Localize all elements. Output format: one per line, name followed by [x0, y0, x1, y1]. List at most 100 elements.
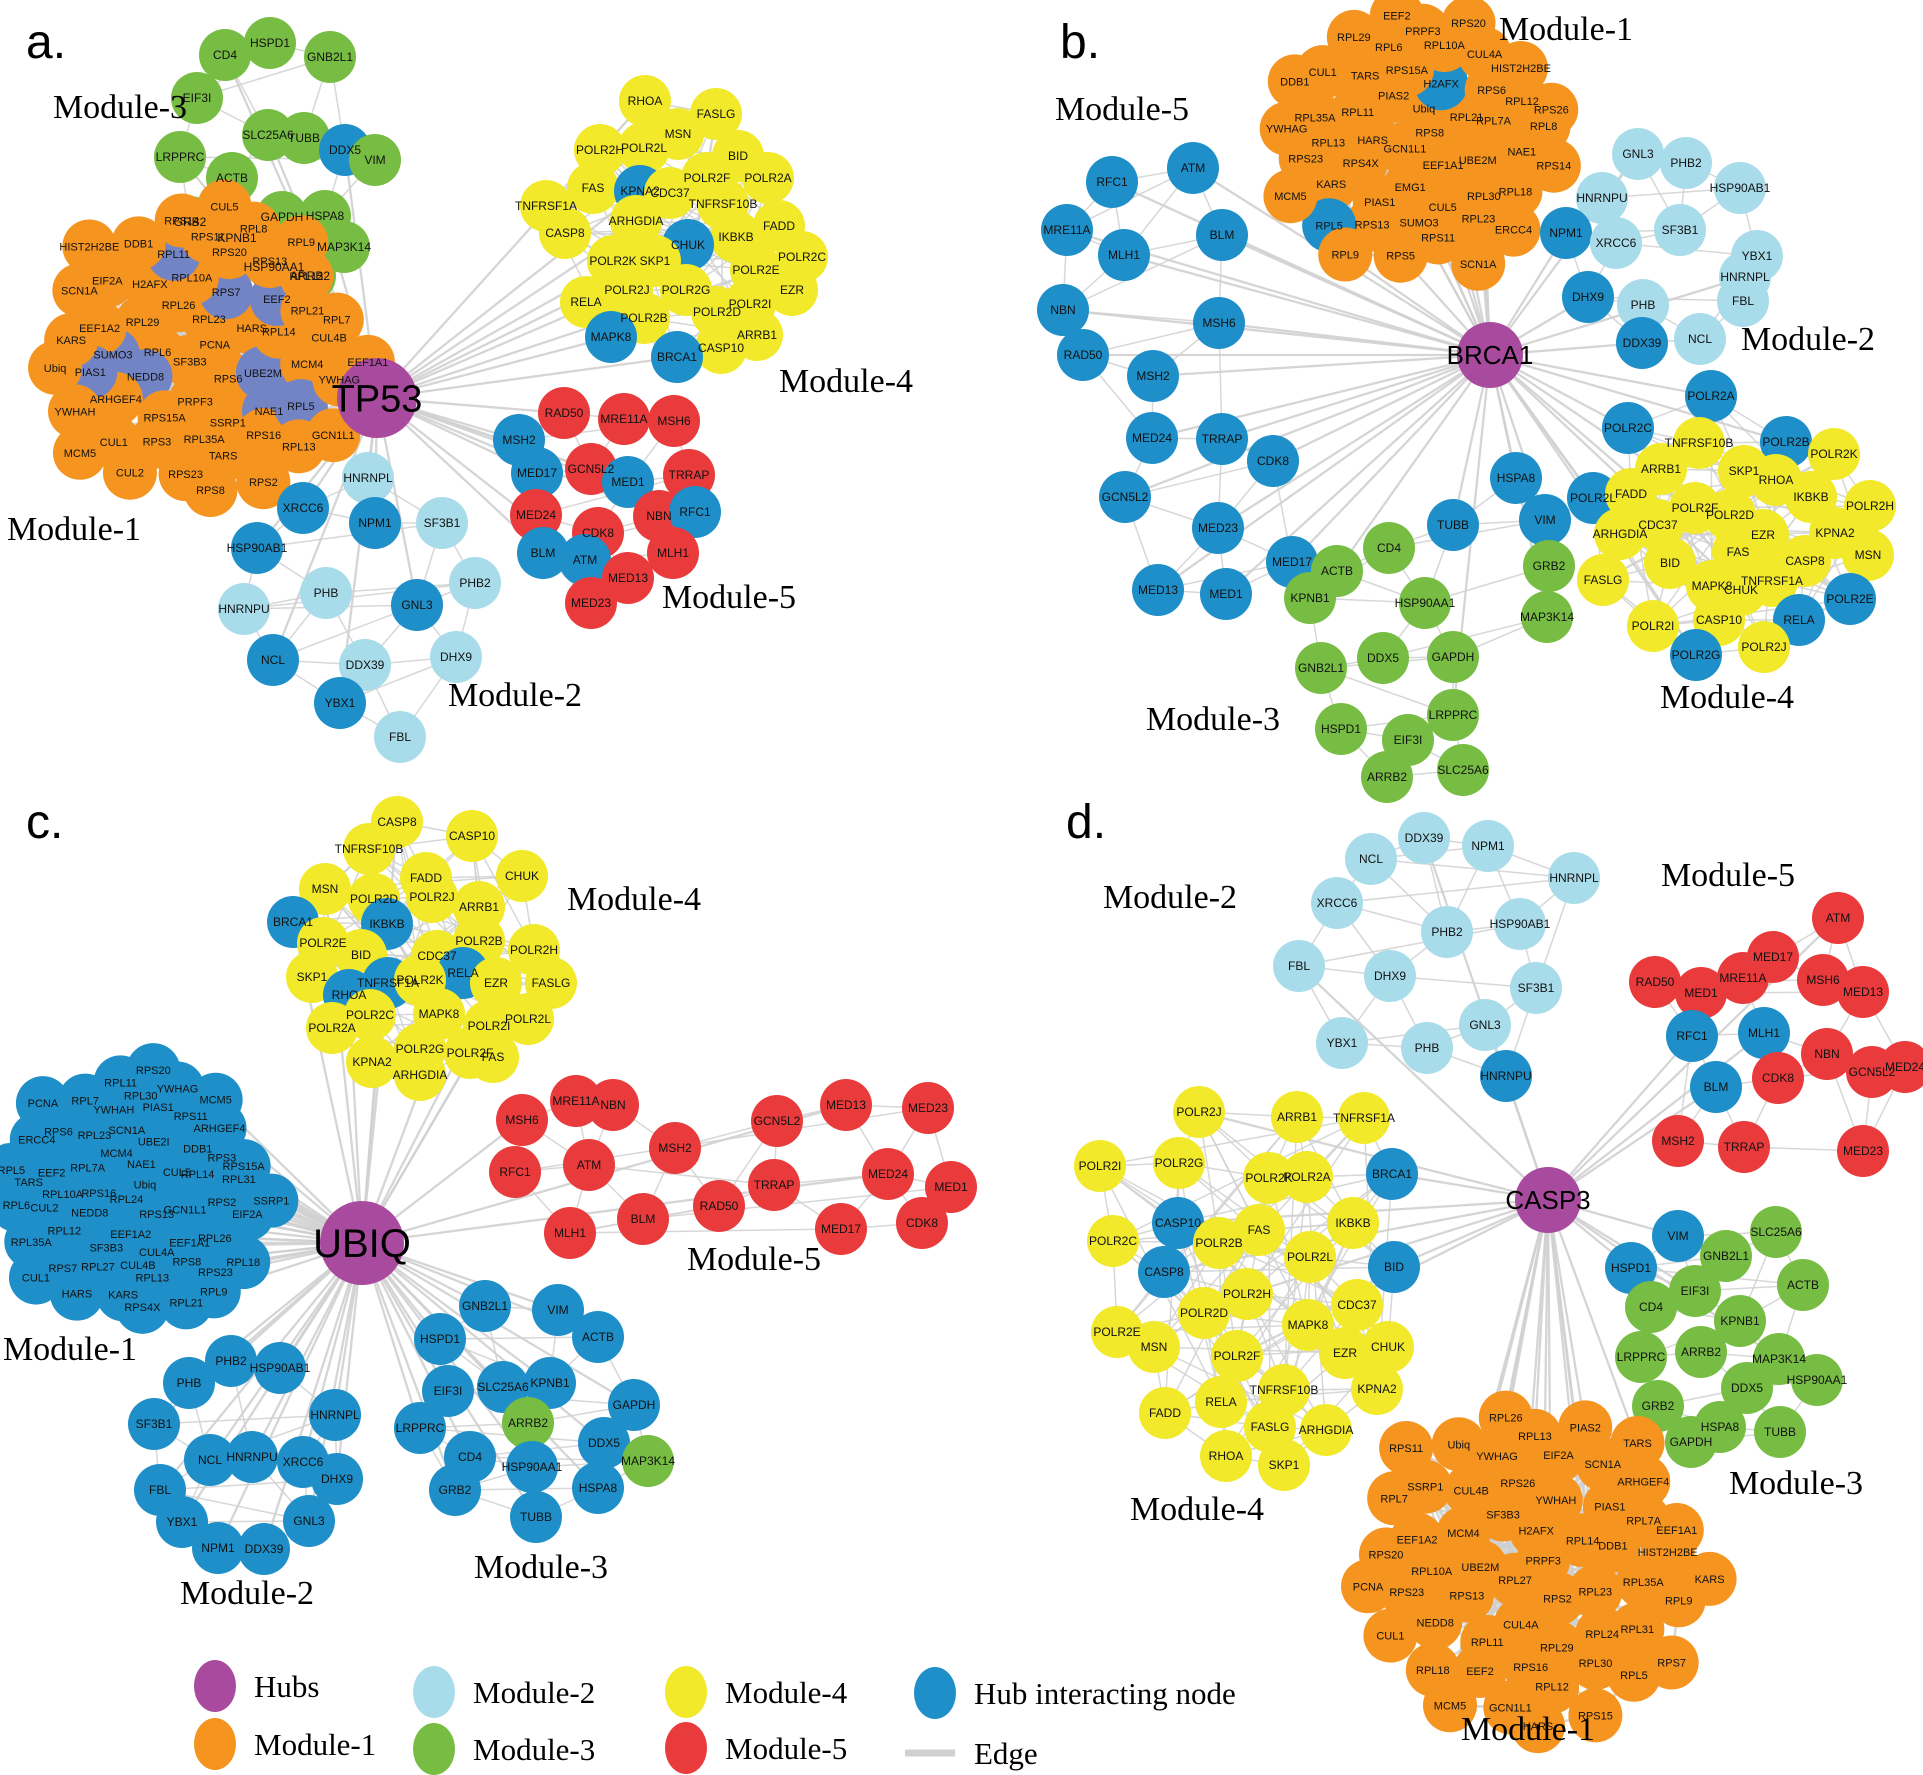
node-EIF3I[interactable]: [1669, 1265, 1721, 1317]
node-MSN[interactable]: [1128, 1321, 1180, 1373]
node-HSPA8[interactable]: [1490, 452, 1542, 504]
node-BLM[interactable]: [517, 527, 569, 579]
node-MLH1[interactable]: [544, 1207, 596, 1259]
node-CDK8[interactable]: [896, 1197, 948, 1249]
node-HSP90AB1[interactable]: [1714, 162, 1766, 214]
node-HNRNPU[interactable]: [226, 1431, 278, 1483]
node-ATM[interactable]: [1167, 142, 1219, 194]
node-YBX1[interactable]: [314, 677, 366, 729]
node-GNB2L1[interactable]: [1295, 642, 1347, 694]
node-TRRAP[interactable]: [1718, 1121, 1770, 1173]
node-SF3B1[interactable]: [128, 1398, 180, 1450]
node-RELA[interactable]: [1195, 1376, 1247, 1428]
node-SSRP1[interactable]: [244, 1173, 299, 1228]
node-ARRB2[interactable]: [502, 1397, 554, 1449]
node-GRB2[interactable]: [1523, 540, 1575, 592]
node-DDB1[interactable]: [111, 216, 166, 271]
node-IKBKB[interactable]: [1327, 1197, 1379, 1249]
node-MSN[interactable]: [1842, 529, 1894, 581]
node-MAPK8[interactable]: [1282, 1299, 1334, 1351]
node-CUL5[interactable]: [197, 179, 252, 234]
node-BLM[interactable]: [617, 1193, 669, 1245]
node-MED24[interactable]: [1126, 412, 1178, 464]
node-GAPDH[interactable]: [1665, 1416, 1717, 1468]
node-RFC1[interactable]: [669, 486, 721, 538]
node-HSP90AB1[interactable]: [231, 522, 283, 574]
node-FBL[interactable]: [1273, 940, 1325, 992]
node-DHX9[interactable]: [311, 1453, 363, 1505]
node-MRE11A[interactable]: [1717, 952, 1769, 1004]
node-RPS7[interactable]: [1644, 1635, 1699, 1690]
node-GNL3[interactable]: [1459, 999, 1511, 1051]
node-ATM[interactable]: [563, 1139, 615, 1191]
node-TNFRSF10B[interactable]: [1673, 417, 1725, 469]
node-NBN[interactable]: [587, 1079, 639, 1131]
node-FBL[interactable]: [1717, 275, 1769, 327]
node-MLH1[interactable]: [1098, 229, 1150, 281]
node-TUBB[interactable]: [1754, 1406, 1806, 1458]
node-TNFRSF10B[interactable]: [343, 823, 395, 875]
node-MAP3K14[interactable]: [622, 1435, 674, 1487]
node-RFC1[interactable]: [1086, 156, 1138, 208]
node-KPNB1[interactable]: [1714, 1295, 1766, 1347]
node-Ubiq[interactable]: [28, 340, 83, 395]
node-POLR2I[interactable]: [1074, 1140, 1126, 1192]
node-VIM[interactable]: [1652, 1210, 1704, 1262]
node-MAP3K14[interactable]: [1521, 591, 1573, 643]
node-DDX5[interactable]: [1721, 1362, 1773, 1414]
node-MRE11A[interactable]: [1041, 204, 1093, 256]
node-MED17[interactable]: [815, 1203, 867, 1255]
node-CASP8[interactable]: [1138, 1246, 1190, 1298]
node-RPS20[interactable]: [126, 1043, 181, 1098]
node-FASLG[interactable]: [1577, 554, 1629, 606]
node-CASP10[interactable]: [1152, 1197, 1204, 1249]
node-MSH6[interactable]: [496, 1094, 548, 1146]
node-MED13[interactable]: [602, 552, 654, 604]
node-Ubiq[interactable]: [1431, 1417, 1486, 1472]
node-POLR2L[interactable]: [618, 122, 670, 174]
node-POLR2H[interactable]: [1844, 480, 1896, 532]
node-RPS2[interactable]: [236, 455, 291, 510]
node-POLR2L[interactable]: [502, 993, 554, 1045]
node-MSH2[interactable]: [649, 1122, 701, 1174]
node-SLC25A6[interactable]: [1750, 1206, 1802, 1258]
node-POLR2J[interactable]: [406, 871, 458, 923]
node-MCM5[interactable]: [188, 1072, 243, 1127]
node-XRCC6[interactable]: [1590, 217, 1642, 269]
node-CUL1[interactable]: [8, 1250, 63, 1305]
node-KPNB1[interactable]: [1284, 572, 1336, 624]
node-KPNB1[interactable]: [524, 1357, 576, 1409]
node-GAPDH[interactable]: [608, 1379, 660, 1431]
node-MSH6[interactable]: [1797, 954, 1849, 1006]
node-TUBB[interactable]: [1427, 499, 1479, 551]
node-PHB[interactable]: [300, 567, 352, 619]
node-RAD50[interactable]: [1629, 956, 1681, 1008]
node-RPS4X[interactable]: [115, 1279, 170, 1334]
node-SLC25A6[interactable]: [1437, 744, 1489, 796]
node-MED23[interactable]: [1837, 1125, 1889, 1177]
node-GCN5L2[interactable]: [751, 1095, 803, 1147]
node-MED1[interactable]: [602, 456, 654, 508]
node-POLR2J[interactable]: [1738, 621, 1790, 673]
node-LRPPRC[interactable]: [394, 1402, 446, 1454]
node-PCNA[interactable]: [1341, 1559, 1396, 1614]
node-POLR2L[interactable]: [1567, 472, 1619, 524]
node-VIM[interactable]: [532, 1284, 584, 1336]
node-DHX9[interactable]: [430, 631, 482, 683]
node-NCL[interactable]: [184, 1434, 236, 1486]
hub-node-CASP3[interactable]: [1515, 1167, 1581, 1233]
node-HNRNPU[interactable]: [218, 583, 270, 635]
node-PHB2[interactable]: [1660, 137, 1712, 189]
node-MCM4[interactable]: [1436, 1506, 1491, 1561]
node-KPNA2[interactable]: [346, 1036, 398, 1088]
node-MLH1[interactable]: [647, 527, 699, 579]
node-BID[interactable]: [1368, 1241, 1420, 1293]
node-RHOA[interactable]: [619, 75, 671, 127]
node-LRPPRC[interactable]: [1427, 689, 1479, 741]
node-POLR2L[interactable]: [1284, 1231, 1336, 1283]
node-RAD50[interactable]: [693, 1180, 745, 1232]
node-ARHGDIA[interactable]: [1300, 1404, 1352, 1456]
node-TUBB[interactable]: [510, 1491, 562, 1543]
node-CASP10[interactable]: [695, 322, 747, 374]
node-MED23[interactable]: [902, 1082, 954, 1134]
